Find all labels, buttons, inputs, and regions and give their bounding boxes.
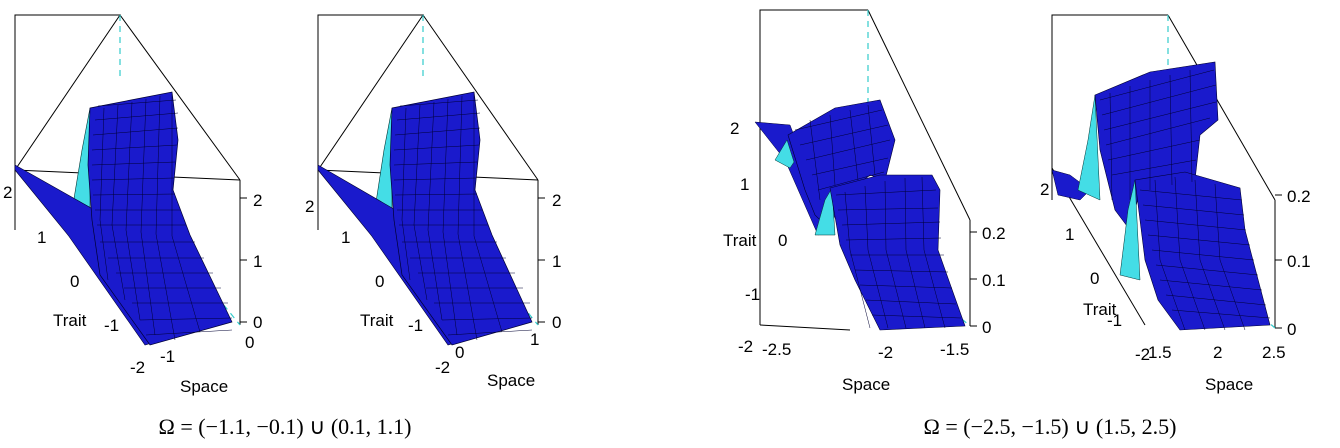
- caption-left: Ω = (−1.1, −0.1) ∪ (0.1, 1.1): [159, 414, 412, 439]
- surface-mesh: [794, 104, 962, 329]
- surface-floor: [1051, 169, 1091, 201]
- x-axis-label: Space: [180, 377, 228, 396]
- y-tick-label: 0: [70, 272, 79, 291]
- bounding-box-back: [759, 9, 971, 221]
- y-tick-label: 2: [3, 183, 12, 202]
- y-tick-label: 2: [1040, 180, 1049, 199]
- surface-ridge: [1134, 171, 1271, 331]
- bounding-box-back: [317, 14, 539, 181]
- z-tick-label: 0: [253, 313, 262, 332]
- x-tick-label: 2.5: [1262, 343, 1286, 362]
- z-tick-label: 0: [552, 313, 561, 332]
- y-tick-label: 1: [1065, 225, 1074, 244]
- y-tick-label: -1: [745, 285, 760, 304]
- y-tick-label: 0: [375, 272, 384, 291]
- y-tick-label: 1: [341, 228, 350, 247]
- y-tick-label: -1: [104, 316, 119, 335]
- z-tick-label: 0.1: [1287, 252, 1311, 271]
- y-tick-label: -2: [435, 358, 450, 377]
- x-tick-label: 0: [455, 343, 464, 362]
- caption-right: Ω = (−2.5, −1.5) ∪ (1.5, 2.5): [924, 414, 1177, 439]
- y-tick-label: 0: [1090, 269, 1099, 288]
- z-tick-label: 0.2: [982, 224, 1006, 243]
- x-tick-label: 1: [530, 330, 539, 349]
- surface-ridge: [87, 91, 233, 346]
- surface-ridge: [787, 99, 896, 231]
- y-axis-label: Trait: [723, 231, 757, 250]
- y-tick-label: -1: [1107, 311, 1122, 330]
- y-tick-label: 1: [37, 228, 46, 247]
- z-tick-label: 2: [552, 191, 561, 210]
- z-tick-label: 0: [1287, 320, 1296, 339]
- x-tick-label: 1.5: [1148, 343, 1172, 362]
- bounding-box-back: [14, 14, 241, 181]
- x-tick-label: 2: [1213, 343, 1222, 362]
- x-tick-label: -2.5: [762, 340, 791, 359]
- surface-mesh: [91, 94, 233, 341]
- surface-ridge: [829, 174, 966, 331]
- x-axis-label: Space: [842, 375, 890, 394]
- z-tick-label: 2: [253, 191, 262, 210]
- z-tick-marks: [240, 197, 247, 323]
- y-axis-label: Trait: [360, 311, 394, 330]
- bounding-box-edge: [759, 324, 851, 331]
- z-tick-label: 1: [552, 252, 561, 271]
- z-tick-marks: [1275, 194, 1282, 329]
- corner-tick-label: 0: [245, 333, 254, 352]
- y-tick-label: -2: [1135, 345, 1150, 364]
- x-tick-label: -1: [160, 347, 175, 366]
- surface-plot-3: 0.2 0.1 0 2 1 0 -1 -2 -2.5 -2 -1.5 Trait…: [723, 9, 1006, 394]
- z-tick-label: 0.2: [1287, 187, 1311, 206]
- bounding-box-back: [1051, 14, 1276, 201]
- x-tick-label: -2: [878, 343, 893, 362]
- y-tick-label: 0: [778, 231, 787, 250]
- surface-plot-4: 0.2 0.1 0 2 1 0 -1 -2 1.5 2 2.5 Trait Sp…: [1040, 14, 1311, 394]
- y-axis-label: Trait: [1083, 300, 1117, 319]
- z-tick-label: 0: [982, 318, 991, 337]
- z-tick-label: 1: [253, 252, 262, 271]
- x-tick-label: -1.5: [940, 340, 969, 359]
- surface-plot-1: 2 1 0 0 2 1 0 -1 -2 -1 Trait Space: [3, 14, 262, 396]
- surface-plot-2: 2 1 0 2 1 0 -1 -2 0 1 Trait Space: [305, 14, 561, 390]
- y-tick-label: 1: [740, 175, 749, 194]
- x-axis-label: Space: [487, 371, 535, 390]
- y-tick-label: 2: [730, 119, 739, 138]
- y-tick-label: 2: [305, 197, 314, 216]
- surface-back-face: [774, 139, 795, 169]
- y-axis-label: Trait: [53, 311, 87, 330]
- x-axis-label: Space: [1205, 375, 1253, 394]
- z-tick-label: 0.1: [982, 271, 1006, 290]
- z-tick-marks: [970, 231, 977, 327]
- surface-mesh: [393, 94, 533, 341]
- surface-mesh: [1099, 69, 1271, 331]
- y-tick-label: -2: [738, 337, 753, 356]
- y-tick-label: -2: [130, 358, 145, 377]
- surface-ridge: [389, 91, 533, 346]
- z-tick-marks: [538, 197, 545, 323]
- y-tick-label: -1: [408, 316, 423, 335]
